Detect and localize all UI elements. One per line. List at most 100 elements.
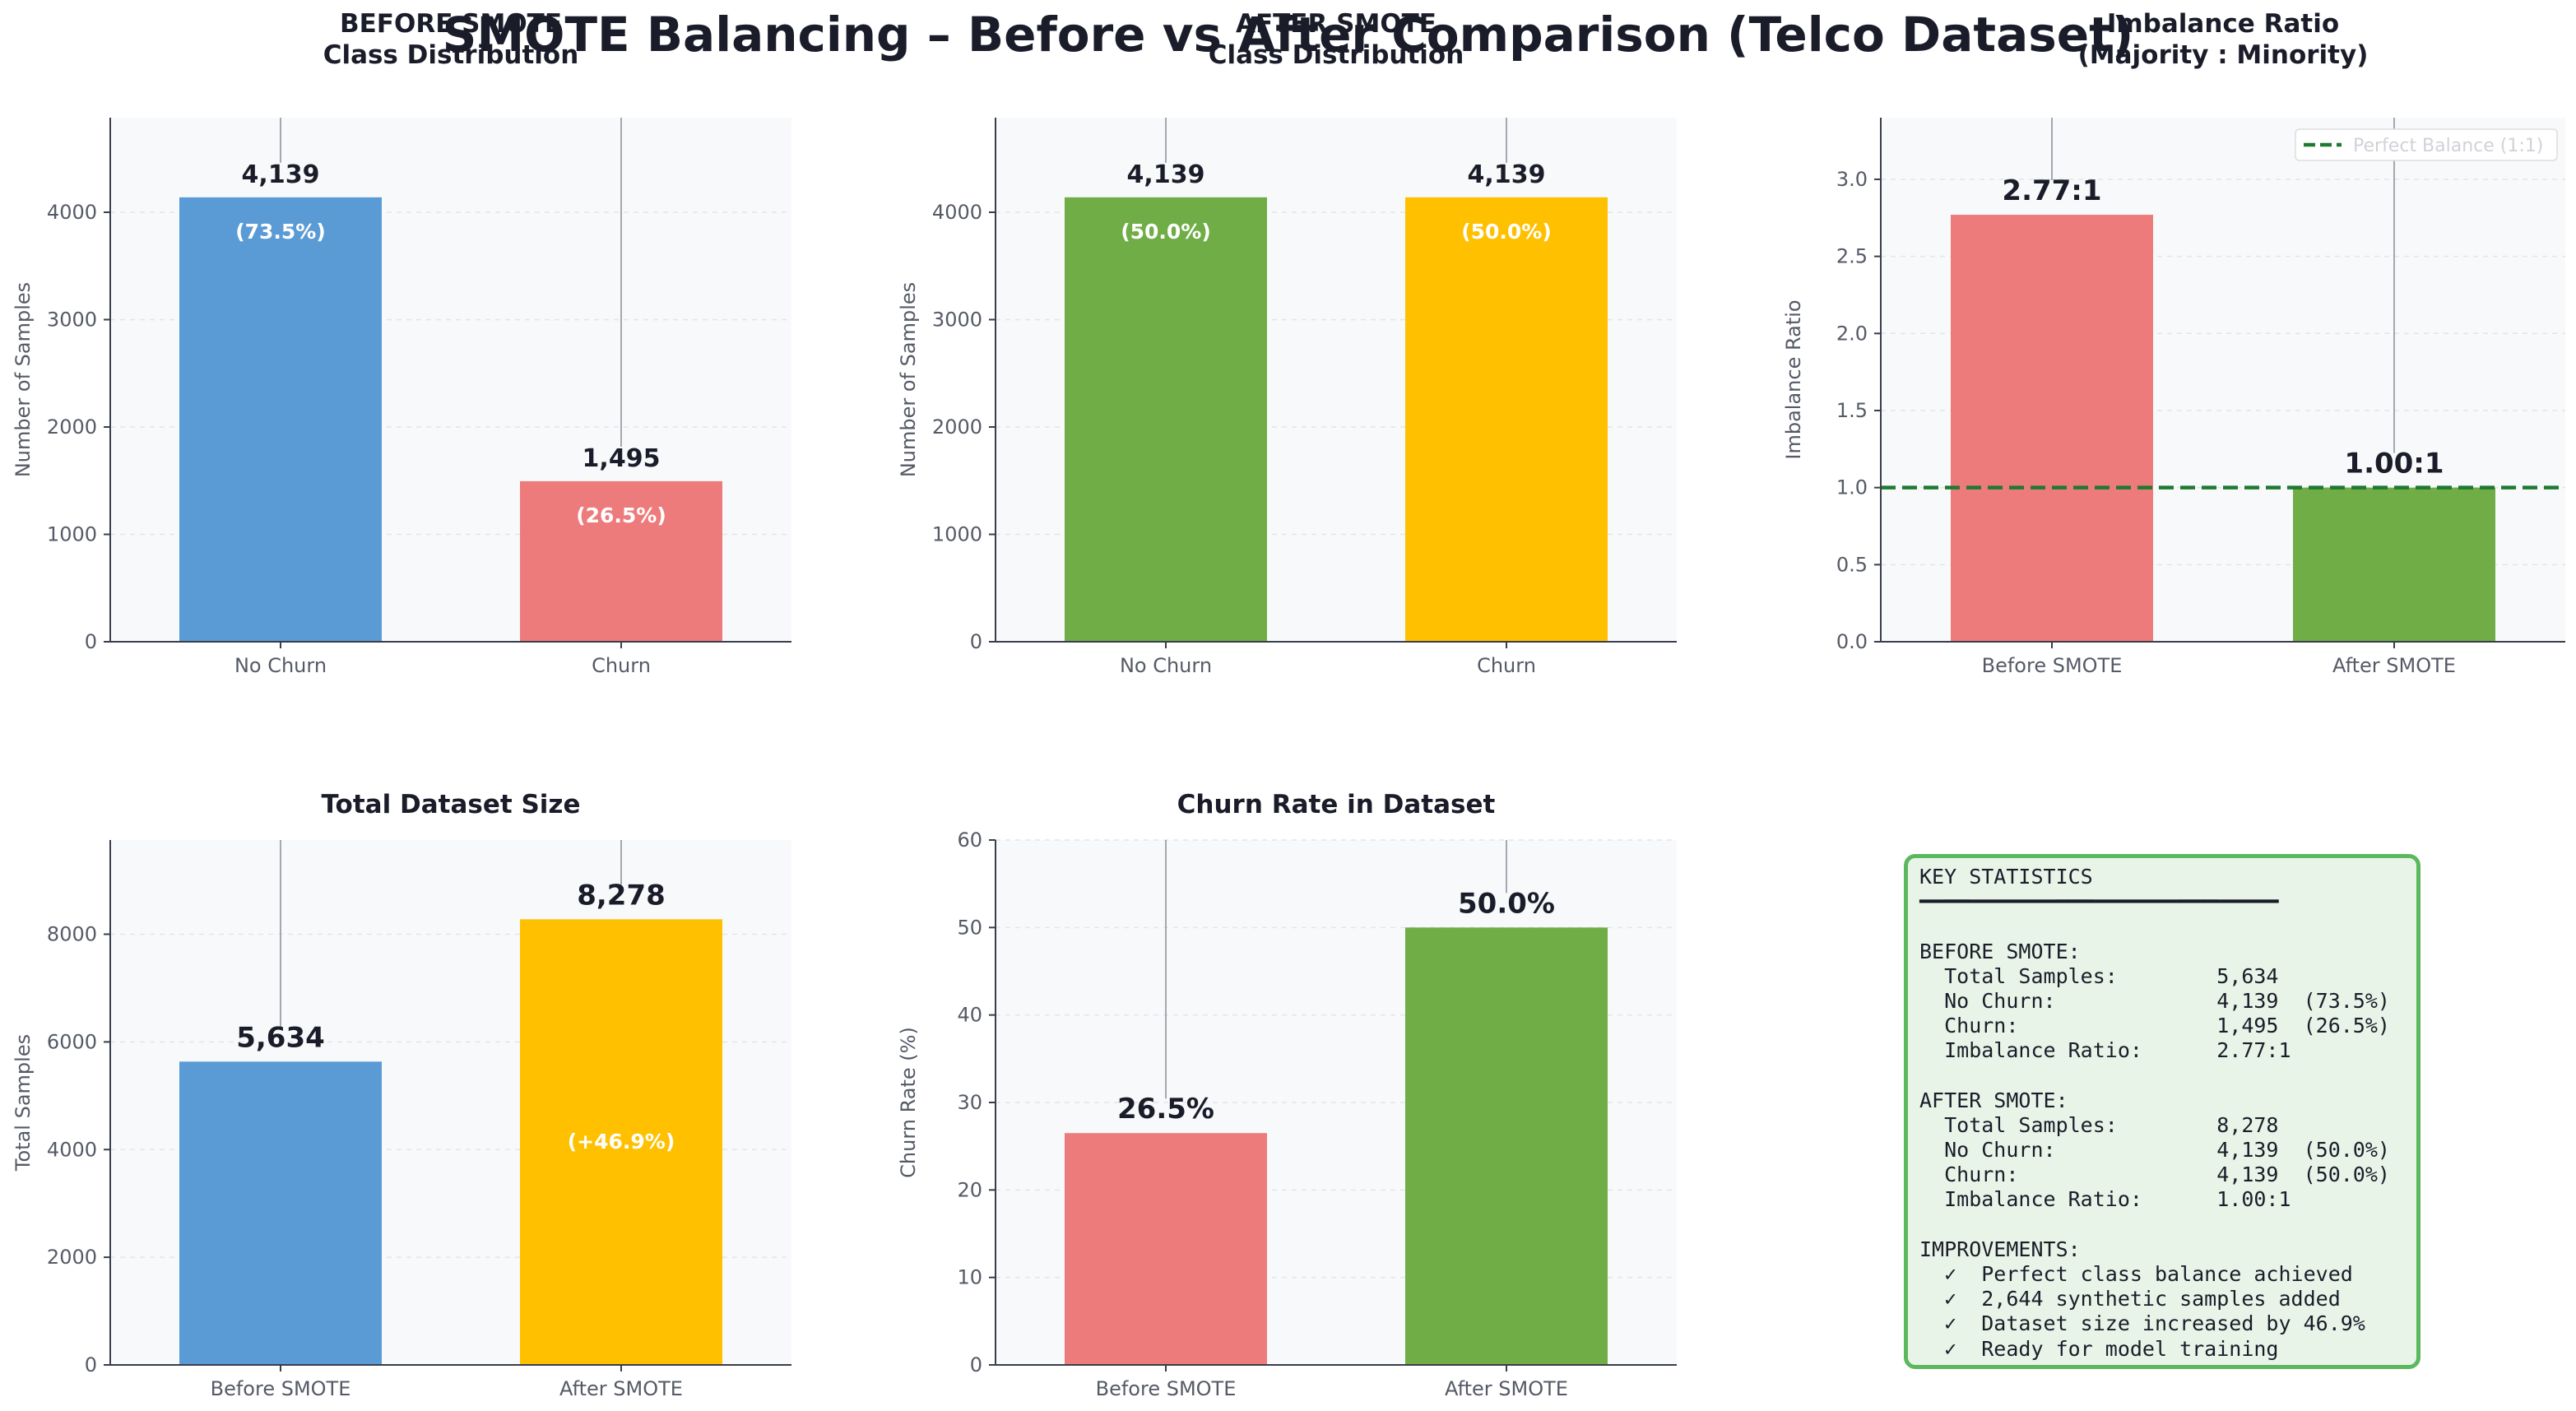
stats-line: KEY STATISTICS [1919,865,2093,889]
y-tick-label: 1000 [932,522,982,545]
stats-line: BEFORE SMOTE: [1919,939,2081,963]
value-label: 26.5% [1117,1093,1214,1126]
x-tick-label: No Churn [1120,654,1212,677]
bar-before-smote [1065,1133,1267,1365]
x-tick-label: Churn [1477,654,1536,677]
x-tick-label: After SMOTE [559,1377,683,1400]
value-label: 50.0% [1458,887,1555,920]
chart-title: Imbalance Ratio [2107,9,2339,39]
y-tick-label: 3000 [47,308,97,331]
percent-label: (50.0%) [1121,220,1211,244]
chart-title: Class Distribution [1209,40,1464,70]
stats-line [1919,1064,2416,1088]
y-tick-label: 10 [957,1266,982,1289]
y-tick-label: 2000 [47,415,97,439]
key-statistics-box: KEY STATISTICS ━━━━━━━━━━━━━━━━━━━━━━━━━… [1904,854,2421,1369]
chart-title: (Majority : Minority) [2078,40,2369,70]
y-tick-label: 0.5 [1836,553,1868,576]
figure-title: SMOTE Balancing – Before vs After Compar… [442,7,2134,63]
y-tick-label: 50 [957,916,982,939]
bar-after-smote [520,919,722,1365]
chart-title: AFTER SMOTE [1236,9,1437,39]
stats-line: ✓ Perfect class balance achieved [1919,1262,2353,1286]
y-tick-label: 2.0 [1836,322,1868,345]
value-label: 4,139 [1468,160,1546,189]
y-tick-label: 1.0 [1836,476,1868,499]
chart-imbalance-ratio: Imbalance Ratio (Majority : Minority) Perf… [1771,0,2576,708]
value-label: 1.00:1 [2344,448,2444,480]
stats-line: Imbalance Ratio: 1.00:1 [1919,1187,2291,1212]
stats-line: No Churn: 4,139 (50.0%) [1919,1138,2390,1163]
stats-line: ✓ Dataset size increased by 46.9% [1919,1311,2365,1336]
y-tick-label: 0 [970,1353,982,1376]
y-tick-label: 30 [957,1091,982,1114]
value-label: 5,634 [236,1021,325,1054]
chart-total-dataset-size: Total Dataset Size 5,634 8,278 (+46.9%) 0 200… [0,722,823,1411]
y-tick-label: 0 [85,1353,97,1376]
stats-line: Churn: 4,139 (50.0%) [1919,1163,2390,1187]
stats-line: AFTER SMOTE: [1919,1088,2068,1112]
value-label: 4,139 [242,160,320,189]
y-tick-label: 1.5 [1836,399,1868,422]
stats-line: ✓ Ready for model training [1919,1336,2279,1361]
chart-before-smote-class-distribution: BEFORE SMOTE Class Distribution 4,139 1,495… [0,0,823,708]
y-tick-label: 8000 [47,923,97,946]
stats-line: IMPROVEMENTS: [1919,1237,2081,1261]
percent-label: (26.5%) [576,504,666,527]
chart-title: Total Dataset Size [322,790,581,819]
y-axis-label: Number of Samples [12,282,35,477]
chart-title: Class Distribution [323,40,579,70]
value-label: 2.77:1 [2002,174,2101,207]
y-tick-label: 2000 [932,415,982,439]
y-tick-label: 60 [957,828,982,852]
x-tick-label: After SMOTE [1445,1377,1568,1400]
stats-line: ✓ 2,644 synthetic samples added [1919,1287,2341,1311]
stats-line [1919,1213,2416,1237]
y-tick-label: 0 [970,630,982,653]
y-tick-label: 0 [85,630,97,653]
bar-churn [1405,197,1608,643]
chart-svg-3: Total Dataset Size 5,634 8,278 (+46.9%) 0 200… [12,790,791,1400]
chart-after-smote-class-distribution: AFTER SMOTE Class Distribution 4,139 4,139 (… [885,0,1708,708]
bar-no-churn [1065,197,1267,643]
y-tick-label: 2.5 [1836,245,1868,268]
stats-line: Imbalance Ratio: 2.77:1 [1919,1038,2291,1063]
stats-line: No Churn: 4,139 (73.5%) [1919,988,2390,1013]
stats-line: Total Samples: 8,278 [1919,1112,2279,1137]
x-tick-label: Before SMOTE [1096,1377,1237,1400]
bar-after-smote [2293,487,2495,642]
stats-line: Churn: 1,495 (26.5%) [1919,1014,2390,1038]
x-tick-label: Before SMOTE [1982,654,2123,677]
y-tick-label: 40 [957,1004,982,1027]
chart-title: BEFORE SMOTE [340,9,562,39]
stats-line: Total Samples: 5,634 [1919,963,2279,988]
bar-churn [520,480,722,642]
y-tick-label: 4000 [47,1138,97,1161]
chart-svg-4: Churn Rate in Dataset 26.5% 50.0% 0 10 20 30 40… [897,790,1677,1400]
y-tick-label: 1000 [47,522,97,545]
y-tick-label: 2000 [47,1246,97,1269]
stats-line [1919,914,2416,939]
y-tick-label: 3000 [932,308,982,331]
stats-line: ━━━━━━━━━━━━━━━━━━━━━━━━━━━━━ [1919,889,2279,914]
legend-box [2295,128,2558,161]
legend-label: Perfect Balance (1:1) [2353,136,2543,156]
y-tick-label: 0.0 [1836,630,1868,653]
chart-svg-2: Imbalance Ratio(Majority : Minority) Perf… [1782,9,2565,677]
percent-label: (73.5%) [235,220,326,244]
bar-before-smote [179,1061,382,1365]
bar-no-churn [179,197,382,643]
value-label: 4,139 [1127,160,1205,189]
chart-title: Churn Rate in Dataset [1177,790,1496,819]
y-axis-label: Number of Samples [897,282,920,477]
y-tick-label: 3.0 [1836,168,1868,191]
x-tick-label: After SMOTE [2332,654,2456,677]
y-tick-label: 4000 [47,201,97,224]
x-tick-label: Before SMOTE [211,1377,351,1400]
y-tick-label: 4000 [932,201,982,224]
y-tick-label: 6000 [47,1030,97,1053]
x-tick-label: No Churn [234,654,327,677]
y-axis-label: Churn Rate (%) [897,1027,920,1178]
